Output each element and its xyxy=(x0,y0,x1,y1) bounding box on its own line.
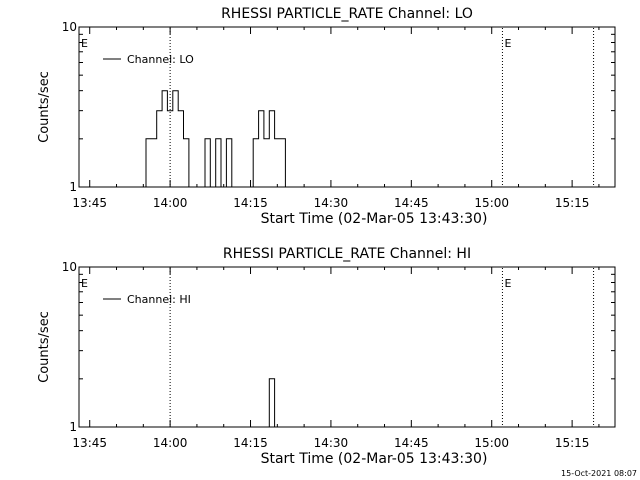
footer-timestamp: 15-Oct-2021 08:07 xyxy=(561,469,637,478)
x-tick-label: 14:00 xyxy=(153,196,188,210)
x-tick-label: 15:15 xyxy=(555,436,590,450)
x-tick-label: 14:45 xyxy=(394,196,429,210)
y-tick-label: 10 xyxy=(62,20,77,34)
series-line xyxy=(263,378,280,428)
x-tick-label: 14:30 xyxy=(314,196,349,210)
plot-frame xyxy=(78,266,616,428)
x-tick-label: 13:45 xyxy=(72,196,107,210)
y-tick-label: 1 xyxy=(69,180,77,194)
x-tick-label: 14:15 xyxy=(233,196,268,210)
y-axis-label: Counts/sec xyxy=(37,71,52,143)
legend-entry: Channel: HI xyxy=(127,293,191,306)
x-axis-label: Start Time (02-Mar-05 13:43:30) xyxy=(261,211,488,227)
x-tick-label: 14:30 xyxy=(314,436,349,450)
chart-title: RHESSI PARTICLE_RATE Channel: HI xyxy=(223,246,471,262)
chart-panel-hi: RHESSI PARTICLE_RATE Channel: HI 13:45 14:… xyxy=(37,246,616,467)
y-tick-label: 1 xyxy=(69,420,77,434)
series-line xyxy=(140,90,291,188)
y-tick-label: 10 xyxy=(62,260,77,274)
x-tick-label: 15:15 xyxy=(555,196,590,210)
x-tick-label: 14:45 xyxy=(394,436,429,450)
chart-title: RHESSI PARTICLE_RATE Channel: LO xyxy=(221,6,473,22)
x-tick-label: 15:00 xyxy=(474,436,509,450)
time-marker-label: E xyxy=(504,37,511,50)
x-tick-label: 15:00 xyxy=(474,196,509,210)
legend-entry: Channel: LO xyxy=(127,53,194,66)
time-marker-label: E xyxy=(81,277,88,290)
time-marker-label: E xyxy=(81,37,88,50)
x-tick-label: 14:15 xyxy=(233,436,268,450)
y-axis-label: Counts/sec xyxy=(37,311,52,383)
plot-frame xyxy=(78,26,616,188)
time-marker-label: E xyxy=(504,277,511,290)
x-tick-label: 14:00 xyxy=(153,436,188,450)
x-axis-label: Start Time (02-Mar-05 13:43:30) xyxy=(261,451,488,467)
chart-panel-lo: RHESSI PARTICLE_RATE Channel: LO 13:45 14:… xyxy=(37,6,616,227)
x-tick-label: 13:45 xyxy=(72,436,107,450)
